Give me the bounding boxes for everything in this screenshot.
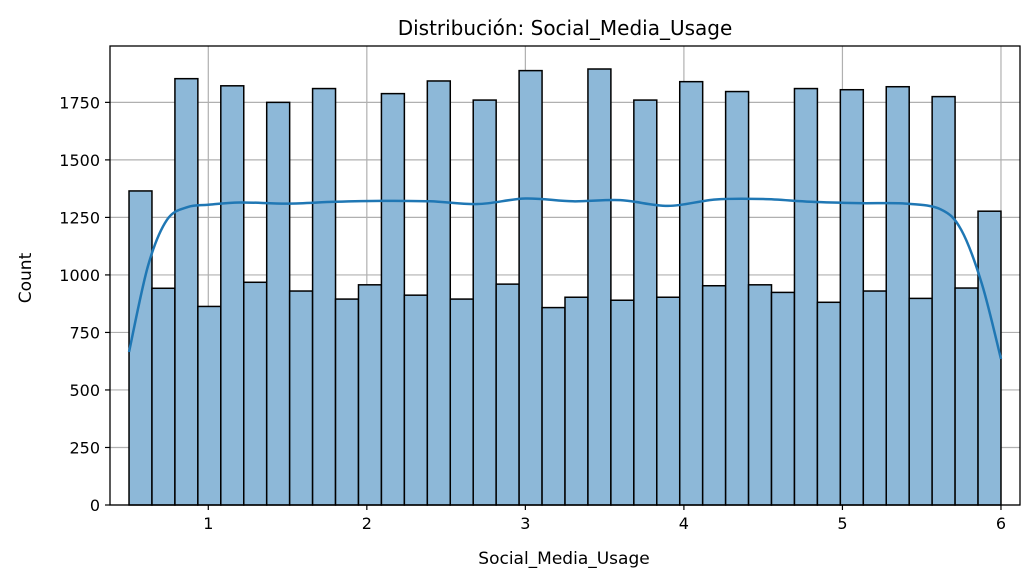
chart-title: Distribución: Social_Media_Usage [398, 16, 733, 40]
histogram-bar [954, 287, 979, 506]
y-tick-label: 1750 [59, 93, 100, 112]
x-axis-label: Social_Media_Usage [478, 549, 649, 569]
histogram-bar [931, 95, 956, 506]
histogram-bar [426, 80, 452, 506]
histogram-bar [678, 80, 704, 506]
y-tick-label: 1500 [59, 151, 100, 170]
histogram-bar [334, 298, 360, 506]
histogram-bar [977, 210, 1002, 506]
histogram-bar [495, 283, 520, 506]
y-tick-label: 500 [69, 381, 100, 400]
y-axis-ticks: 0 250 500 750 1000 1250 1500 1750 [59, 93, 110, 515]
histogram-bar [656, 296, 681, 506]
x-tick-label: 1 [203, 514, 213, 533]
histogram-bar [862, 290, 887, 506]
histogram-bar [380, 92, 406, 506]
histogram-bar [724, 90, 750, 506]
y-tick-label: 1250 [59, 208, 100, 227]
histogram-bar [151, 287, 176, 506]
y-tick-label: 750 [69, 323, 100, 342]
y-axis-label: Count [16, 252, 36, 303]
histogram-bar [701, 284, 727, 506]
y-tick-label: 250 [69, 438, 100, 457]
histogram-bar [541, 306, 566, 506]
histogram-bar [908, 297, 933, 506]
x-tick-label: 4 [679, 514, 689, 533]
histogram-bar [793, 87, 819, 506]
histogram-bar [839, 88, 865, 506]
histogram-bar [197, 305, 222, 506]
y-tick-label: 1000 [59, 266, 100, 285]
histogram-bar [243, 281, 268, 506]
histogram-bar [174, 77, 199, 506]
y-tick-label: 0 [90, 496, 100, 515]
x-tick-label: 3 [520, 514, 530, 533]
histogram-bar [885, 85, 910, 506]
histogram-bar [816, 301, 842, 506]
histogram-bar [311, 87, 337, 506]
histogram-bar [357, 284, 383, 506]
kde-line [127, 197, 1003, 360]
kde-layer [127, 197, 1003, 360]
histogram-bar [128, 190, 153, 506]
x-tick-label: 6 [996, 514, 1006, 533]
histogram-bar [472, 99, 497, 506]
histogram-bar [518, 69, 543, 506]
histogram-bar [403, 294, 429, 506]
histogram-bar [770, 291, 796, 506]
histogram-bar [288, 290, 314, 506]
x-tick-label: 2 [362, 514, 372, 533]
histogram-bar [747, 284, 773, 506]
histogram-bar [265, 101, 291, 506]
histogram-bar [610, 299, 635, 506]
histogram-bar [220, 85, 245, 506]
histogram-bar [564, 296, 589, 506]
x-axis-ticks: 1 2 3 4 5 6 [203, 505, 1006, 533]
histogram-bar [633, 99, 658, 506]
histogram-bar [449, 298, 474, 506]
x-tick-label: 5 [837, 514, 847, 533]
histogram-bar [587, 68, 612, 506]
